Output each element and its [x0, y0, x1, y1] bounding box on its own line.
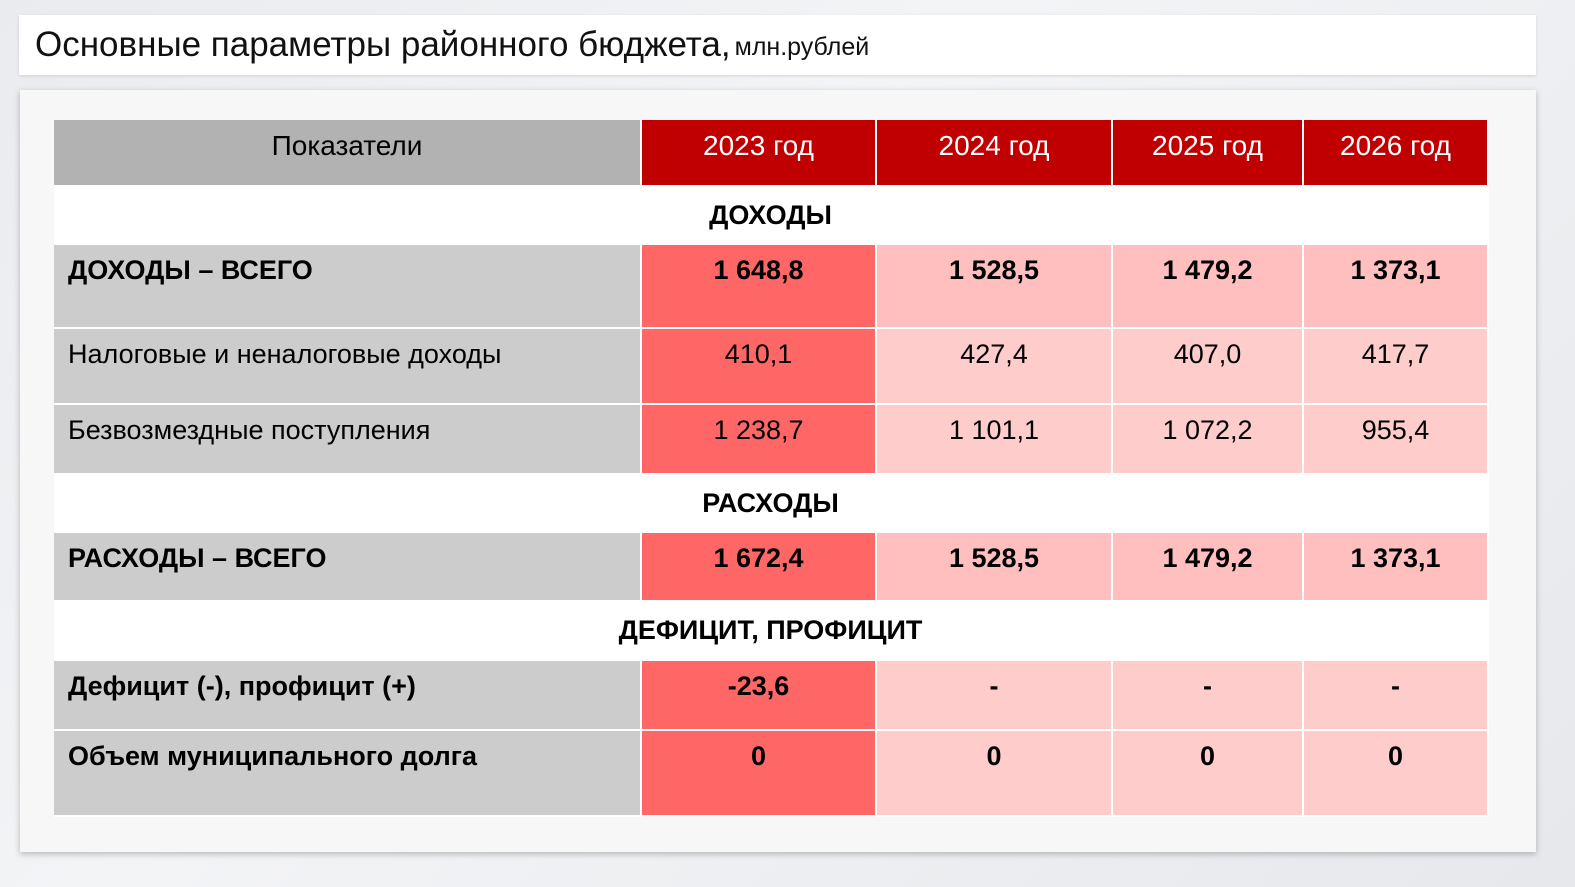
row-label-tax-income: Налоговые и неналоговые доходы — [54, 329, 642, 405]
table-cell: 0 — [1304, 731, 1489, 817]
table-row: Дефицит (-), профицит (+) -23,6 - - - — [54, 661, 1489, 731]
table-cell: 1 672,4 — [642, 533, 877, 602]
row-label-gratuitous-receipts: Безвозмездные поступления — [54, 405, 642, 475]
section-title-balance: ДЕФИЦИТ, ПРОФИЦИТ — [54, 602, 1489, 661]
header-year-2024: 2024 год — [877, 120, 1113, 187]
table-cell: 427,4 — [877, 329, 1113, 405]
table-cell: - — [1113, 661, 1304, 731]
section-row-income: ДОХОДЫ — [54, 187, 1489, 245]
table-cell: 0 — [1113, 731, 1304, 817]
table-row: РАСХОДЫ – ВСЕГО 1 672,4 1 528,5 1 479,2 … — [54, 533, 1489, 602]
table-row: Объем муниципального долга 0 0 0 0 — [54, 731, 1489, 817]
section-title-income: ДОХОДЫ — [54, 187, 1489, 245]
table-cell: 1 373,1 — [1304, 245, 1489, 329]
table-cell: - — [1304, 661, 1489, 731]
budget-table: Показатели 2023 год 2024 год 2025 год 20… — [54, 120, 1489, 817]
row-label-expenses-total: РАСХОДЫ – ВСЕГО — [54, 533, 642, 602]
table-cell: 1 528,5 — [877, 245, 1113, 329]
slide-title-bar: Основные параметры районного бюджета, мл… — [19, 15, 1536, 75]
table-cell: 1 238,7 — [642, 405, 877, 475]
table-row: ДОХОДЫ – ВСЕГО 1 648,8 1 528,5 1 479,2 1… — [54, 245, 1489, 329]
header-year-2025: 2025 год — [1113, 120, 1304, 187]
slide-title-unit: млн.рублей — [734, 32, 870, 61]
table-cell: 955,4 — [1304, 405, 1489, 475]
section-row-balance: ДЕФИЦИТ, ПРОФИЦИТ — [54, 602, 1489, 661]
section-title-expenses: РАСХОДЫ — [54, 475, 1489, 533]
table-cell: 1 479,2 — [1113, 533, 1304, 602]
table-cell: 1 528,5 — [877, 533, 1113, 602]
table-cell: 410,1 — [642, 329, 877, 405]
header-year-2023: 2023 год — [642, 120, 877, 187]
table-cell: 0 — [642, 731, 877, 817]
slide-title: Основные параметры районного бюджета, — [35, 25, 731, 64]
table-panel: Показатели 2023 год 2024 год 2025 год 20… — [20, 90, 1536, 852]
table-cell: 0 — [877, 731, 1113, 817]
table-cell: 1 648,8 — [642, 245, 877, 329]
table-cell: 1 101,1 — [877, 405, 1113, 475]
table-cell: 1 479,2 — [1113, 245, 1304, 329]
table-cell: 1 072,2 — [1113, 405, 1304, 475]
table-row: Налоговые и неналоговые доходы 410,1 427… — [54, 329, 1489, 405]
row-label-deficit-surplus: Дефицит (-), профицит (+) — [54, 661, 642, 731]
row-label-income-total: ДОХОДЫ – ВСЕГО — [54, 245, 642, 329]
table-header-row: Показатели 2023 год 2024 год 2025 год 20… — [54, 120, 1489, 187]
row-label-municipal-debt: Объем муниципального долга — [54, 731, 642, 817]
header-year-2026: 2026 год — [1304, 120, 1489, 187]
table-cell: 407,0 — [1113, 329, 1304, 405]
header-indicators: Показатели — [54, 120, 642, 187]
table-cell: - — [877, 661, 1113, 731]
table-cell: 1 373,1 — [1304, 533, 1489, 602]
table-cell: 417,7 — [1304, 329, 1489, 405]
table-row: Безвозмездные поступления 1 238,7 1 101,… — [54, 405, 1489, 475]
section-row-expenses: РАСХОДЫ — [54, 475, 1489, 533]
table-cell: -23,6 — [642, 661, 877, 731]
